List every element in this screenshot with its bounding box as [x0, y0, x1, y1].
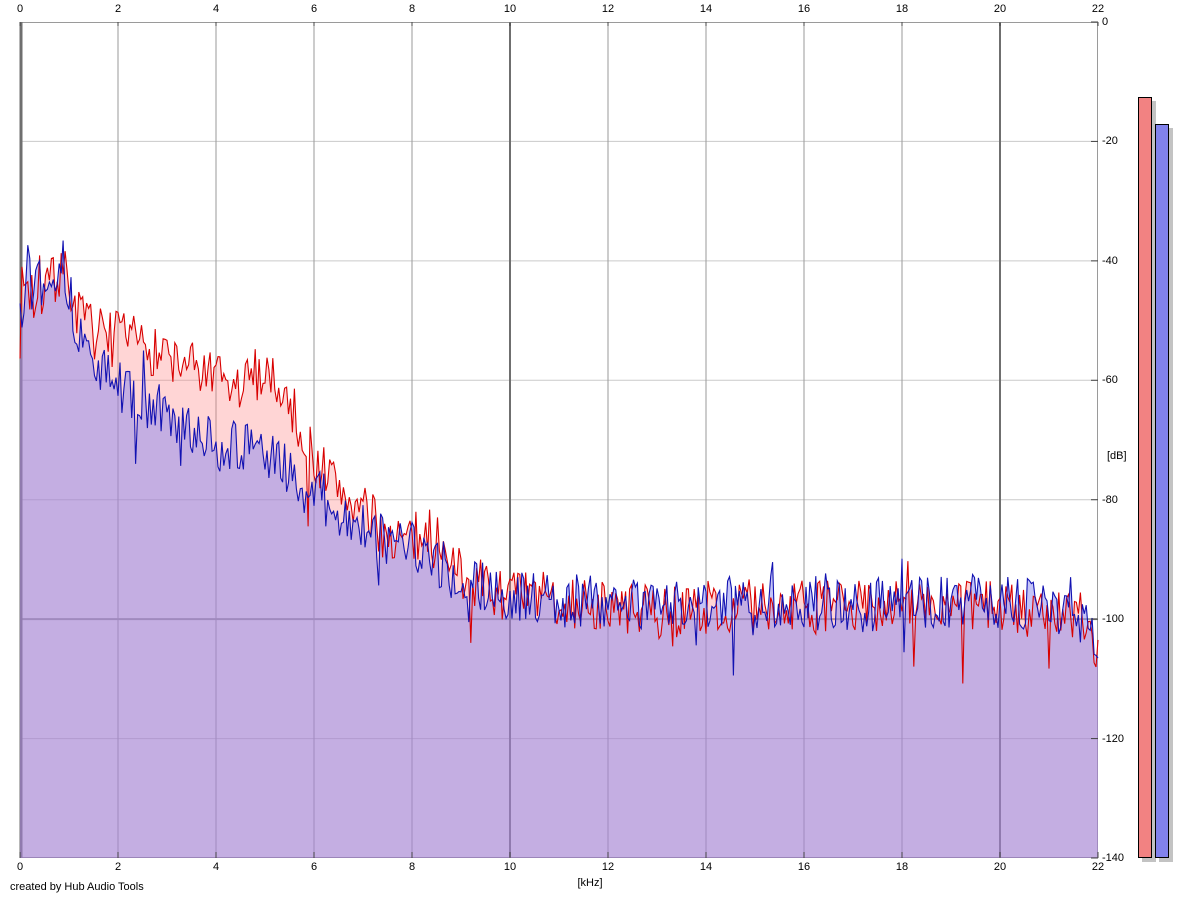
x-axis-tick-label-top: 2	[114, 3, 122, 15]
x-axis-tick-label-top: 16	[797, 3, 811, 15]
x-axis-unit-label: [kHz]	[577, 877, 603, 889]
y-axis-tick-label: -20	[1102, 135, 1118, 148]
x-axis-tick-label-top: 0	[16, 3, 24, 15]
y-axis-tick-label: -120	[1102, 732, 1125, 745]
x-axis-tick-label-bottom: 18	[895, 861, 909, 873]
y-axis-tick-label: -100	[1102, 613, 1125, 626]
x-axis-tick-label-bottom: 8	[408, 861, 416, 873]
y-axis-tick-label: 0	[1102, 16, 1109, 28]
y-axis-tick-label: -80	[1102, 493, 1118, 506]
x-axis-tick-label-top: 8	[408, 3, 416, 15]
y-axis-tick-label: -140	[1102, 852, 1125, 864]
x-axis-tick-label-bottom: 20	[993, 861, 1007, 873]
x-axis-tick-label-bottom: 6	[310, 861, 318, 873]
y-axis-tick-label: -60	[1102, 374, 1118, 387]
footer-credit: created by Hub Audio Tools	[10, 881, 144, 893]
x-axis-tick-label-bottom: 0	[16, 861, 24, 873]
x-axis-tick-label-top: 10	[503, 3, 517, 15]
red-level-meter	[1138, 97, 1152, 858]
x-axis-tick-label-bottom: 22	[1091, 861, 1105, 873]
y-axis-unit-label: [dB]	[1107, 450, 1127, 462]
x-axis-tick-label-bottom: 12	[601, 861, 615, 873]
x-axis-tick-label-bottom: 4	[212, 861, 220, 873]
y-axis-tick-label: -40	[1102, 254, 1118, 267]
x-axis-tick-label-bottom: 16	[797, 861, 811, 873]
x-axis-tick-label-top: 6	[310, 3, 318, 15]
x-axis-tick-label-top: 4	[212, 3, 220, 15]
x-axis-tick-label-top: 18	[895, 3, 909, 15]
x-axis-tick-label-top: 14	[699, 3, 713, 15]
x-axis-tick-label-top: 12	[601, 3, 615, 15]
x-axis-tick-label-top: 20	[993, 3, 1007, 15]
x-axis-tick-label-bottom: 14	[699, 861, 713, 873]
x-axis-tick-label-bottom: 10	[503, 861, 517, 873]
x-axis-tick-label-top: 22	[1091, 3, 1105, 15]
blue-level-meter	[1155, 124, 1169, 858]
x-axis-tick-label-bottom: 2	[114, 861, 122, 873]
